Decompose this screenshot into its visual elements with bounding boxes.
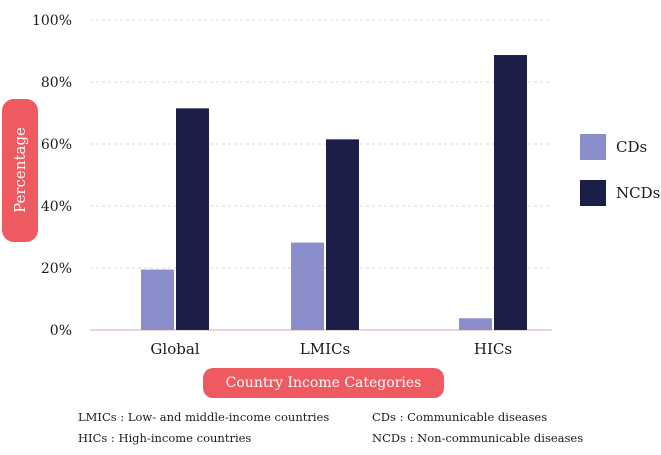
bar-cds-global [141,269,174,330]
footnote-abbr: NCDs : [372,431,414,445]
x-axis-label: Country Income Categories [203,368,444,398]
footnote-hics: HICs : High-income countries [78,431,251,445]
bar-cds-hics [459,318,492,330]
y-tick-label: 40% [41,199,72,215]
x-tick-label: Global [150,340,199,358]
footnote-abbr: LMICs : [78,410,125,424]
legend-label-ncds: NCDs [616,184,660,202]
footnote-cds: CDs : Communicable diseases [372,410,547,424]
y-tick-label: 60% [41,137,72,153]
y-tick-label: 0% [50,323,72,339]
footnote-abbr: CDs : [372,410,404,424]
bar-cds-lmics [291,242,324,330]
legend-swatch-cds [580,134,606,160]
footnote-text: High-income countries [118,431,252,445]
bar-ncds-lmics [326,139,359,330]
y-tick-label: 20% [41,261,72,277]
legend-label-cds: CDs [616,138,647,156]
footnote-text: Low- and middle-income countries [127,410,330,424]
x-tick-label: LMICs [300,340,350,358]
footnote-ncds: NCDs : Non-communicable diseases [372,431,583,445]
bar-ncds-global [176,108,209,330]
y-tick-label: 80% [41,75,72,91]
y-tick-label: 100% [32,13,72,29]
y-axis-label: Percentage [11,127,29,213]
footnote-text: Communicable diseases [407,410,548,424]
x-tick-label: HICs [474,340,512,358]
bar-ncds-hics [494,55,527,330]
footnote-abbr: HICs : [78,431,115,445]
legend-swatch-ncds [580,180,606,206]
footnote-lmics: LMICs : Low- and middle-income countries [78,410,329,424]
y-axis-label-badge [2,99,38,242]
footnote-text: Non-communicable diseases [417,431,584,445]
